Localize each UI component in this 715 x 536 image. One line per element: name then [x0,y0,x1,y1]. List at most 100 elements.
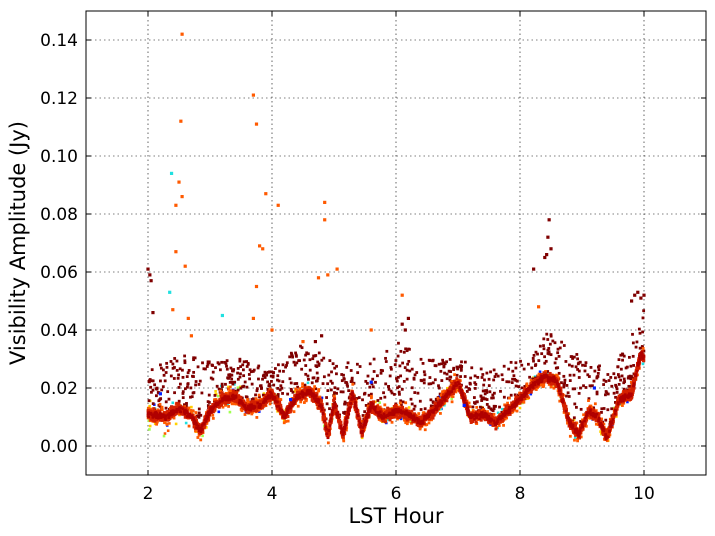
data-point [411,420,415,424]
data-point [485,403,489,406]
data-point [640,345,644,348]
data-point [265,373,269,377]
data-point [387,385,391,388]
data-point [330,370,333,374]
data-point [250,382,254,386]
data-point [445,372,449,376]
data-point [619,353,623,357]
data-point [250,398,254,401]
data-point [316,360,320,364]
data-point [229,389,233,393]
data-point [201,434,204,438]
data-point [363,410,367,414]
data-point [291,390,295,394]
data-point [270,380,273,383]
data-point [181,392,185,395]
data-point [241,385,244,389]
data-point [490,396,494,400]
data-point [573,402,577,406]
data-point [256,366,260,370]
data-point [276,386,280,390]
data-point [547,383,551,386]
data-point [576,368,580,371]
data-point [281,363,285,367]
data-point [302,401,306,404]
data-point [278,369,282,373]
data-point [604,390,608,393]
data-point [575,405,578,409]
data-point [443,403,446,407]
data-point [186,382,190,386]
data-point [257,393,261,397]
data-point [502,423,505,427]
data-point [263,376,267,379]
data-point [220,382,224,386]
data-point [610,407,614,411]
data-point [245,365,249,368]
data-point [614,376,617,380]
data-point [529,392,533,396]
data-point [169,374,173,378]
data-point [285,363,288,367]
data-point [175,368,179,372]
data-point [368,362,372,366]
data-point [507,367,511,371]
data-point [405,368,409,372]
data-point [346,384,349,388]
data-point [228,380,232,384]
data-point [473,381,477,385]
data-point [459,367,463,371]
data-point [604,380,608,383]
data-point [500,373,504,377]
data-point [306,381,310,385]
data-point [363,391,367,395]
data-point [541,379,545,383]
data-point [512,374,516,378]
data-point [206,362,210,366]
data-point [562,374,566,378]
data-point [469,420,473,424]
data-point [236,386,240,390]
data-point [588,404,592,408]
data-point [270,370,274,374]
data-point [312,388,316,391]
data-point [443,362,447,366]
data-point [420,379,424,383]
data-point [583,369,587,373]
data-point [586,373,590,377]
data-point [284,365,287,369]
data-point [503,414,507,418]
data-point [475,405,479,409]
data-point [602,383,606,386]
data-point [433,378,437,382]
data-point [451,381,455,385]
data-point [583,364,587,367]
data-point [392,392,396,396]
data-point [631,332,634,336]
data-point [295,361,299,365]
data-point [291,355,295,359]
data-point [333,386,337,390]
data-point [595,390,599,394]
data-point [641,347,645,350]
data-point [486,410,489,413]
data-point [366,404,370,408]
data-point [333,391,336,395]
data-point [574,365,578,369]
data-point [513,393,517,397]
data-point [294,351,297,355]
data-point [313,385,317,389]
data-point [514,395,518,399]
data-point [233,402,236,406]
data-point [258,395,261,399]
data-point [487,406,491,409]
data-point [268,387,272,391]
data-point [343,402,346,406]
data-point [619,367,623,371]
data-point [238,375,242,379]
data-point [606,373,610,376]
data-point [610,414,614,418]
data-point [572,416,576,420]
data-point [282,421,286,425]
data-point [317,364,321,367]
